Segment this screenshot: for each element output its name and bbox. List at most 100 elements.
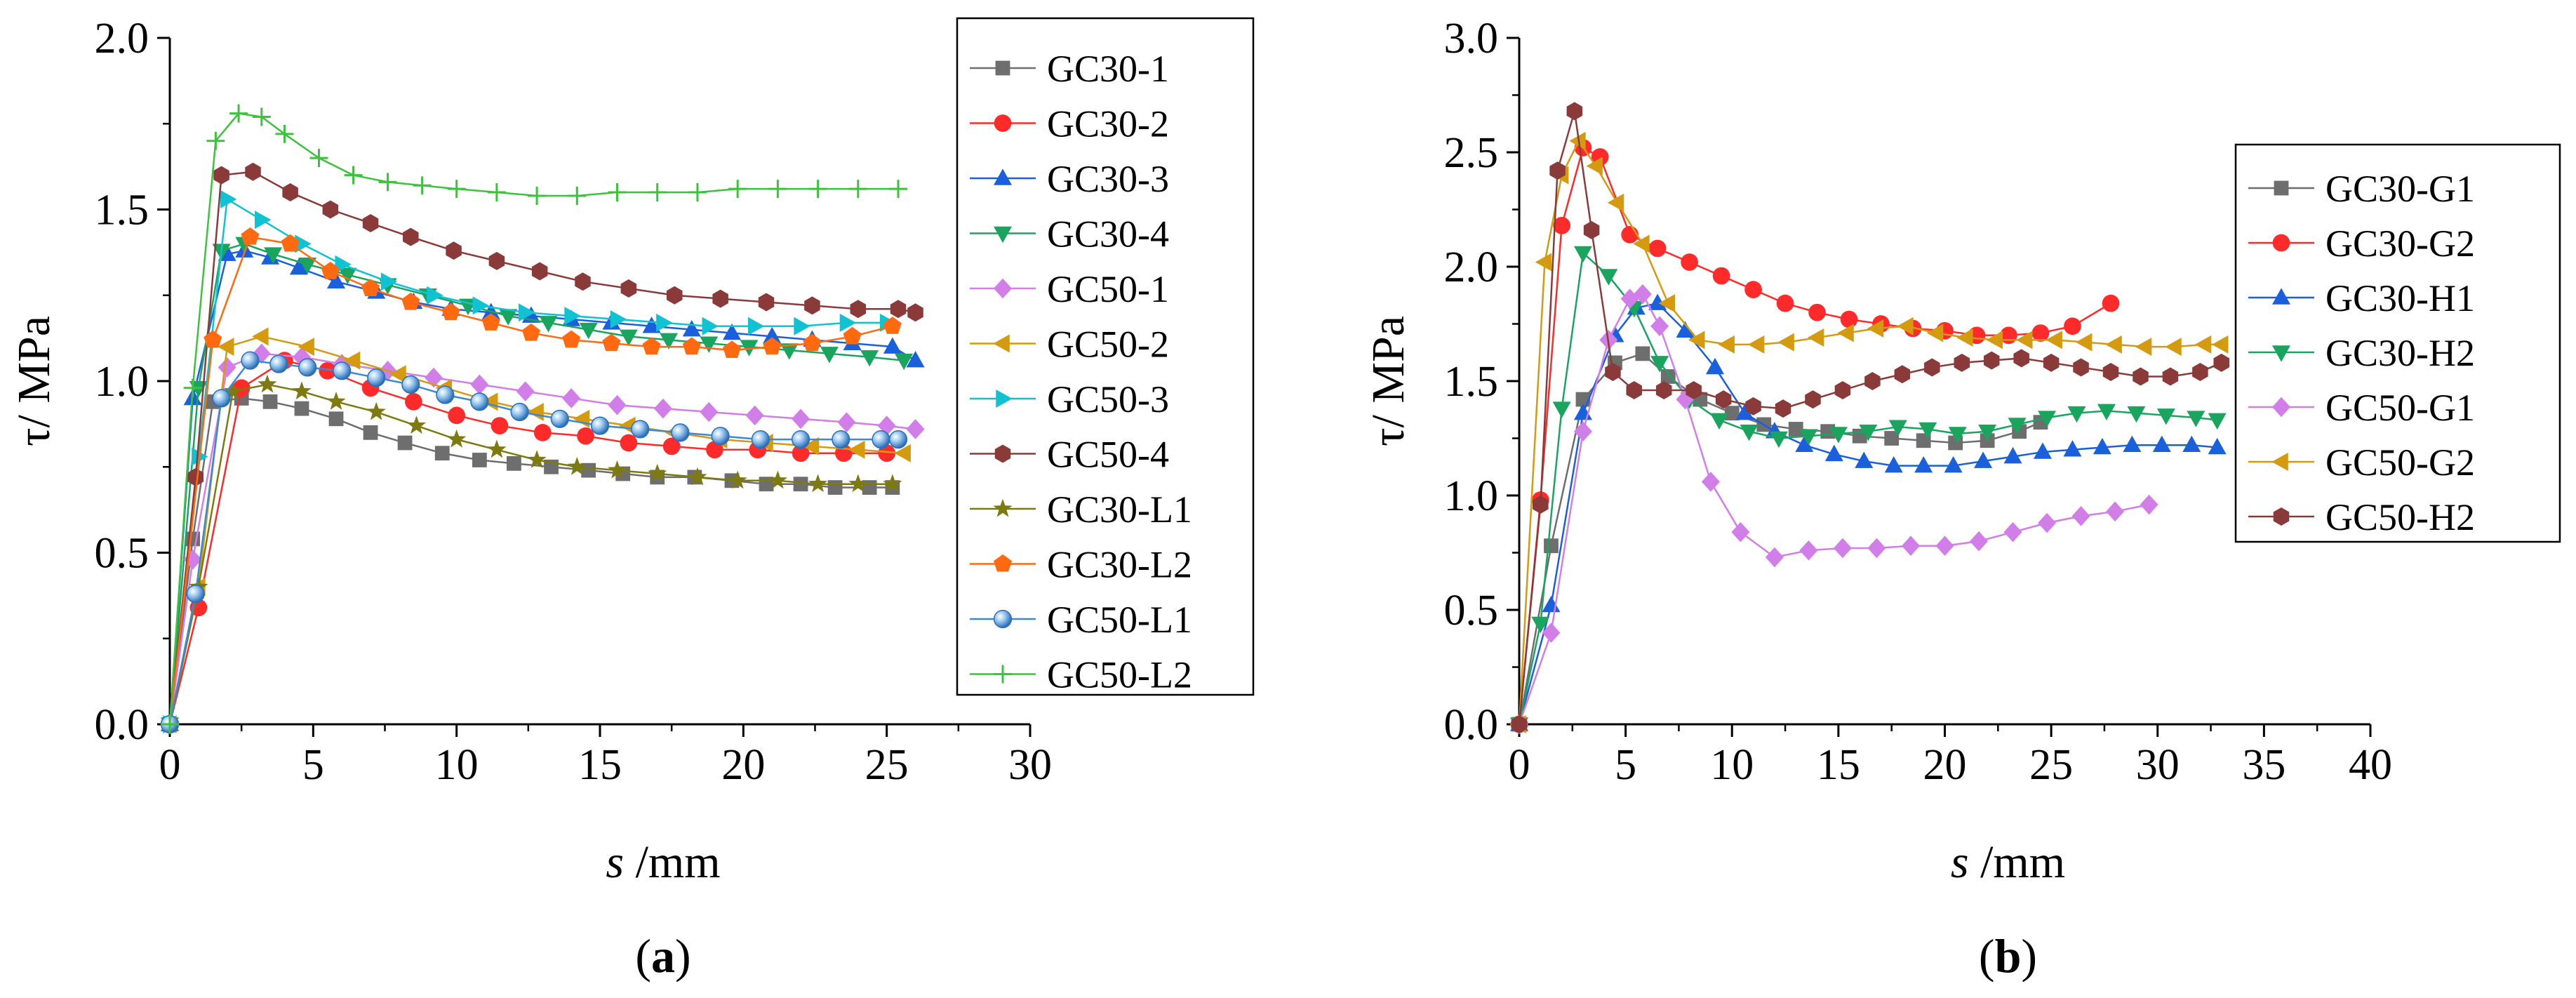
data-point-gc30-g2 [1681, 253, 1698, 271]
data-point-gc50-l1 [241, 351, 260, 370]
legend-label-gc50-l1: GC50-L1 [1047, 599, 1192, 641]
data-point-gc30-1 [827, 480, 843, 495]
data-point-gc30-h2 [1888, 420, 1907, 437]
y-tick-label: 2.0 [95, 15, 149, 62]
data-point-gc30-h2 [2127, 406, 2146, 423]
data-point-gc30-h1 [1884, 455, 1903, 473]
legend-label-gc30-l2: GC30-L2 [1047, 544, 1192, 586]
data-point-gc50-l2 [344, 166, 363, 185]
x-tick-label: 10 [1710, 741, 1754, 789]
data-point-gc30-2 [319, 361, 337, 380]
data-point-gc50-2 [298, 338, 314, 357]
data-point-gc30-l1 [648, 463, 667, 482]
y-tick-label: 3.0 [1444, 15, 1499, 62]
data-point-gc30-4 [619, 329, 638, 347]
legend-box [956, 17, 1255, 696]
data-point-gc50-g2 [1586, 157, 1603, 175]
data-point-gc50-h2 [1894, 365, 1911, 384]
data-point-gc50-3 [656, 313, 673, 332]
x-tick-label: 5 [1615, 741, 1636, 789]
data-point-gc30-h1 [1944, 455, 1963, 473]
data-point-gc50-l2 [728, 180, 747, 199]
data-point-gc50-h2 [1686, 381, 1702, 400]
data-point-gc30-2 [706, 441, 723, 459]
data-point-gc50-g2 [1986, 331, 2003, 350]
data-point-gc30-1 [507, 455, 521, 471]
series-gc50-l2 [161, 104, 908, 733]
data-point-gc50-l1 [832, 430, 850, 449]
data-point-gc50-h2 [1924, 358, 1940, 377]
data-point-gc30-l1 [688, 467, 707, 486]
data-point-gc50-g2 [1807, 328, 1824, 347]
data-point-gc50-g2 [2075, 333, 2093, 352]
data-point-gc30-1 [434, 446, 450, 461]
data-point-gc50-l2 [848, 180, 867, 199]
data-point-gc30-3 [906, 351, 925, 368]
legend-marker-gc30-l1 [993, 498, 1013, 517]
data-point-gc30-h2 [1769, 431, 1788, 448]
data-point-gc50-2 [343, 351, 361, 370]
data-point-gc50-1 [745, 405, 764, 426]
data-point-gc50-l2 [252, 107, 271, 126]
x-tick-label: 25 [2029, 741, 2073, 789]
series-line-gc30-1 [168, 397, 893, 725]
series-gc30-l2 [161, 227, 902, 733]
data-point-gc30-g2 [2031, 324, 2050, 342]
data-point-gc50-l1 [212, 389, 231, 408]
data-point-gc30-l1 [258, 374, 277, 393]
data-point-gc30-h1 [2152, 435, 2171, 453]
data-point-gc50-g1 [1970, 531, 1989, 552]
data-point-gc30-2 [448, 406, 466, 425]
data-point-gc50-h2 [1533, 495, 1549, 514]
data-point-gc50-4 [282, 183, 298, 202]
y-tick-label: 2.0 [1444, 244, 1499, 291]
data-point-gc50-l2 [447, 180, 466, 199]
data-point-gc50-4 [322, 200, 339, 219]
data-point-gc50-g2 [1658, 294, 1676, 313]
data-point-gc30-l1 [848, 474, 868, 493]
data-point-gc50-g2 [2135, 338, 2152, 357]
data-point-gc50-1 [608, 394, 627, 415]
data-point-gc50-l2 [161, 715, 179, 733]
data-point-gc30-h2 [1531, 616, 1550, 634]
data-point-gc50-g1 [2071, 506, 2090, 526]
data-point-gc30-2 [792, 444, 810, 463]
legend-marker-gc30-4 [994, 226, 1012, 244]
series-line-gc50-l2 [168, 112, 899, 725]
x-tick-label: 20 [721, 741, 765, 789]
legend-label-gc50-4: GC50-4 [1047, 434, 1169, 476]
data-point-gc30-1 [472, 453, 487, 467]
data-point-gc30-l2 [763, 337, 782, 355]
legend-label-gc30-h1: GC30-H1 [2325, 277, 2475, 319]
data-point-gc30-g2 [2064, 317, 2081, 335]
data-point-gc30-l1 [487, 439, 507, 458]
data-point-gc30-g1 [1544, 538, 1559, 554]
x-tick-label: 20 [1923, 741, 1967, 789]
x-tick-label: 10 [435, 741, 479, 789]
data-point-gc50-l2 [378, 173, 397, 192]
data-point-gc50-h2 [2013, 349, 2029, 368]
data-point-gc50-1 [837, 412, 856, 432]
data-point-gc30-l2 [361, 279, 380, 297]
data-point-gc50-3 [380, 272, 398, 291]
legend-box [2234, 143, 2561, 543]
data-point-gc30-3 [289, 258, 308, 275]
legend-marker-gc30-l2 [994, 554, 1012, 572]
series-line-gc50-2 [168, 335, 905, 725]
data-point-gc30-4 [499, 309, 518, 326]
data-point-gc30-3 [722, 323, 741, 340]
data-point-gc30-3 [763, 326, 782, 344]
data-point-gc30-h1 [1914, 455, 1933, 473]
data-point-gc50-4 [362, 214, 379, 233]
data-point-gc50-g2 [2165, 338, 2182, 357]
data-point-gc50-h2 [1549, 161, 1566, 180]
series-gc50-g1 [1510, 284, 2158, 735]
data-point-gc50-3 [839, 313, 857, 332]
x-tick-label: 5 [302, 741, 324, 789]
data-point-gc50-g2 [1569, 131, 1586, 150]
data-point-gc50-1 [424, 367, 443, 388]
data-point-gc50-l1 [711, 427, 730, 446]
data-point-gc50-h2 [1583, 220, 1600, 239]
data-point-gc30-4 [539, 316, 558, 333]
data-point-gc50-l1 [671, 423, 690, 442]
